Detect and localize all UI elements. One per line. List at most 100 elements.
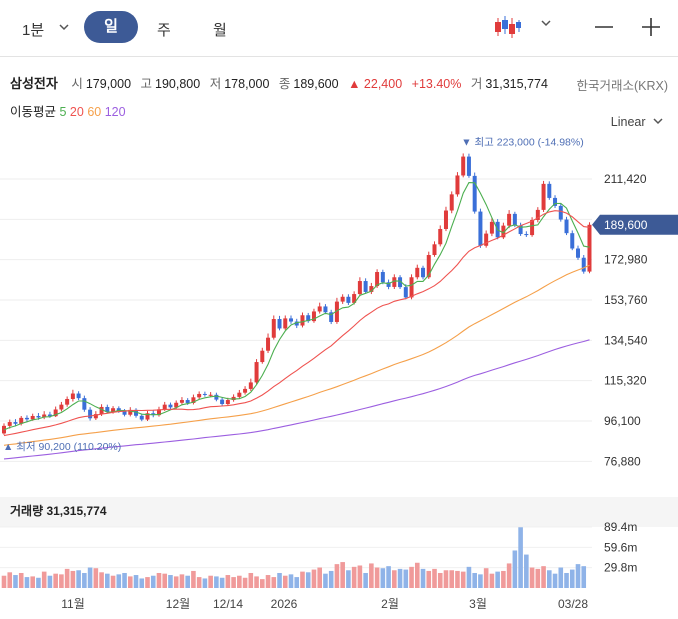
chevron-down-icon xyxy=(653,118,663,125)
x-tick-label: 12월 xyxy=(166,597,190,611)
candle xyxy=(438,228,443,245)
y-tick-label: 134,540 xyxy=(604,333,648,347)
top-toolbar: 1분 일 주 월 xyxy=(0,0,678,57)
volume-bar xyxy=(179,574,185,588)
volume-bar xyxy=(386,566,391,588)
volume-bar xyxy=(541,566,546,588)
candle xyxy=(489,221,494,234)
volume-bar xyxy=(340,562,345,588)
zoom-out-icon[interactable] xyxy=(594,17,614,37)
volume-bar xyxy=(346,570,351,588)
volume-bar xyxy=(535,568,541,588)
candle xyxy=(553,197,558,206)
low-label: 저 xyxy=(209,77,222,91)
volume-bar xyxy=(191,570,196,588)
volume-tick-label: 89.4m xyxy=(604,520,637,534)
volume-chart[interactable]: 거래량 31,315,774 89.4m 59.6m 29.8m 11월 12월 12/14… xyxy=(0,497,678,619)
volume-bar xyxy=(162,573,168,588)
volume-bar xyxy=(409,566,414,588)
volume-bar xyxy=(351,566,357,588)
volume-bar xyxy=(460,571,466,588)
tab-week[interactable]: 주 xyxy=(157,22,171,39)
candle xyxy=(248,382,253,389)
candle xyxy=(179,400,184,403)
exchange-name: 한국거래소(KRX) xyxy=(576,79,668,93)
stock-name: 삼성전자 xyxy=(10,76,58,91)
moving-average-legend: 이동평균 5 20 60 120 xyxy=(10,101,126,120)
tab-day[interactable]: 일 xyxy=(84,11,138,43)
volume-bar xyxy=(432,568,437,588)
y-tick-label: 76,880 xyxy=(604,454,641,468)
y-tick-label: 96,100 xyxy=(604,414,641,428)
ma-120-line xyxy=(3,339,590,460)
volume-bar xyxy=(1,575,7,588)
candle xyxy=(547,183,552,198)
candle xyxy=(197,393,202,398)
interval-select[interactable]: 1분 xyxy=(22,22,45,39)
change-value: ▲ 22,400 xyxy=(348,77,403,91)
tab-month[interactable]: 월 xyxy=(213,22,227,39)
volume-bar xyxy=(196,577,202,588)
candle xyxy=(443,210,448,229)
candle xyxy=(30,415,35,420)
chevron-down-icon[interactable] xyxy=(58,22,70,32)
volume-bar xyxy=(392,570,397,588)
volume-bar xyxy=(455,570,460,588)
x-tick-label: 3월 xyxy=(469,597,487,611)
price-chart[interactable]: 211,420192,200172,980153,760134,540115,3… xyxy=(0,135,678,480)
volume-bar xyxy=(495,571,500,588)
candle xyxy=(191,397,196,403)
volume-bar xyxy=(116,574,122,588)
candlestick-chart-icon[interactable] xyxy=(494,14,522,40)
volume-bar xyxy=(334,564,340,588)
ma-60-label: 60 xyxy=(83,105,102,119)
scale-select[interactable]: Linear xyxy=(611,115,664,129)
chevron-down-icon[interactable] xyxy=(540,18,552,28)
volume-bar xyxy=(277,572,282,588)
volume-bar xyxy=(265,575,271,588)
close-label: 종 xyxy=(278,77,291,91)
x-tick-label: 2026 xyxy=(271,597,298,611)
candle xyxy=(558,205,563,220)
quote-summary: 삼성전자 시 179,000 고 190,800 저 178,000 종 189,600… xyxy=(10,73,554,92)
volume-bar xyxy=(208,575,213,588)
volume-bar xyxy=(300,571,305,588)
volume-bar xyxy=(437,572,443,588)
candle xyxy=(461,156,466,176)
ma-5-label: 5 xyxy=(59,105,67,119)
volume-bar xyxy=(414,562,420,588)
candle xyxy=(139,415,144,420)
candle xyxy=(311,311,316,322)
candle xyxy=(449,194,454,211)
candle xyxy=(59,404,64,410)
volume-tick-label: 59.6m xyxy=(604,540,637,554)
volume-bar xyxy=(328,570,334,588)
candle xyxy=(581,257,586,272)
candle xyxy=(82,398,87,410)
volume-bar xyxy=(529,567,535,588)
ma-label: 이동평균 xyxy=(10,105,57,119)
volume-bar xyxy=(363,572,368,588)
volume-bar xyxy=(53,573,58,588)
candle xyxy=(564,219,569,234)
zoom-in-icon[interactable] xyxy=(641,17,661,37)
candle xyxy=(535,209,540,220)
candle xyxy=(277,319,282,329)
volume-value: 31,315,774 xyxy=(485,77,548,91)
candle xyxy=(432,244,437,256)
volume-bar xyxy=(127,576,133,588)
candle xyxy=(340,296,345,302)
candle xyxy=(426,255,431,278)
volume-bar xyxy=(489,573,495,588)
scale-label: Linear xyxy=(610,115,646,129)
volume-bar xyxy=(225,575,231,588)
candle xyxy=(111,408,116,412)
volume-bar xyxy=(512,550,518,588)
candle xyxy=(99,406,104,415)
candle xyxy=(168,404,173,408)
volume-bar xyxy=(518,527,523,588)
candle xyxy=(507,213,512,226)
change-percent: +13.40% xyxy=(411,77,462,91)
volume-bar xyxy=(443,570,449,588)
candle xyxy=(174,402,179,408)
